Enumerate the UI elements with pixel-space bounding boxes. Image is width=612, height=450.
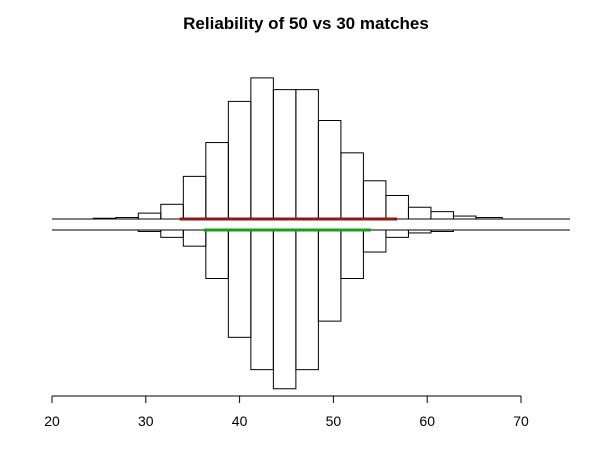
upper-bar-16 xyxy=(452,215,477,220)
upper-bar-15 xyxy=(430,211,454,220)
lower-bar-6 xyxy=(272,229,297,390)
lower-bar-3 xyxy=(205,229,229,280)
lower-bar-0 xyxy=(137,229,162,232)
upper-bar-7 xyxy=(250,77,274,220)
upper-bar-17 xyxy=(475,217,503,220)
upper-bar-3 xyxy=(160,203,184,220)
x-tick-label-1: 30 xyxy=(138,413,154,429)
upper-bar-8 xyxy=(272,89,297,220)
upper-bar-4 xyxy=(182,175,207,220)
lower-bar-1 xyxy=(160,229,184,238)
upper-bar-11 xyxy=(340,152,364,220)
lower-bar-5 xyxy=(250,229,274,371)
chart-title: Reliability of 50 vs 30 matches xyxy=(183,14,429,33)
upper-bar-10 xyxy=(317,120,342,220)
upper-bar-6 xyxy=(227,100,252,220)
x-tick-label-4: 60 xyxy=(419,413,435,429)
x-tick-label-2: 40 xyxy=(232,413,248,429)
lower-bar-13 xyxy=(430,229,454,232)
upper-bar-13 xyxy=(385,194,409,220)
upper-bar-12 xyxy=(362,180,387,220)
x-tick-label-0: 20 xyxy=(44,413,60,429)
lower-bar-4 xyxy=(227,229,252,338)
upper-bar-5 xyxy=(205,142,229,220)
upper-bar-2 xyxy=(137,212,162,220)
upper-bar-0 xyxy=(92,217,117,220)
x-tick-label-3: 50 xyxy=(326,413,342,429)
lower-bar-8 xyxy=(317,229,342,322)
x-tick-label-5: 70 xyxy=(513,413,529,429)
lower-bar-12 xyxy=(407,229,432,234)
lower-bar-7 xyxy=(295,229,319,371)
upper-bar-14 xyxy=(407,206,432,220)
lower-bar-10 xyxy=(362,229,387,253)
lower-bar-2 xyxy=(182,229,207,247)
lower-bar-9 xyxy=(340,229,364,280)
lower-bar-11 xyxy=(385,229,409,238)
upper-bar-1 xyxy=(115,217,139,220)
upper-bar-9 xyxy=(295,89,319,220)
